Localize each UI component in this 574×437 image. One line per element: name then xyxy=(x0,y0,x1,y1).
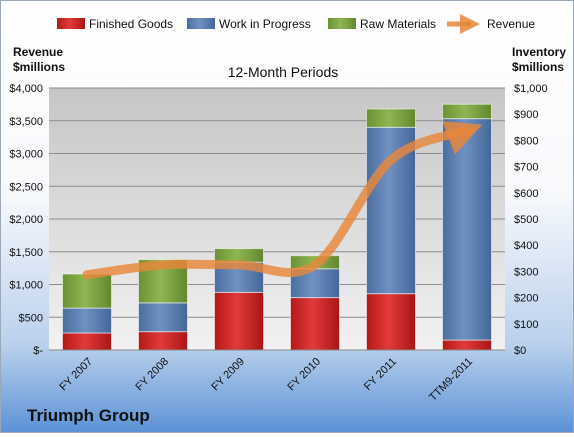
right-tick-label: $800 xyxy=(514,135,538,147)
bar-finished-goods xyxy=(139,332,188,350)
right-tick-label: $0 xyxy=(514,345,526,357)
bar-finished-goods xyxy=(291,298,340,350)
right-tick-label: $500 xyxy=(514,214,538,226)
chart-title: 12-Month Periods xyxy=(228,64,339,80)
company-name: Triumph Group xyxy=(27,406,150,426)
left-tick-label: $2,000 xyxy=(9,214,43,226)
left-axis-title-line2: $millions xyxy=(13,60,65,74)
legend: Finished Goods Work in Progress Raw Mate… xyxy=(57,17,535,31)
legend-label-raw-materials: Raw Materials xyxy=(360,17,436,31)
bar-finished-goods xyxy=(63,333,112,350)
bar-work-in-progress xyxy=(139,303,188,332)
left-axis-title-line1: Revenue xyxy=(13,45,63,59)
x-tick-label: FY 2010 xyxy=(285,356,323,394)
bar-raw-materials xyxy=(367,109,416,127)
right-tick-label: $400 xyxy=(514,240,538,252)
legend-item-finished-goods: Finished Goods xyxy=(57,17,173,31)
right-axis-title-line2: $millions xyxy=(512,60,564,74)
legend-label-finished-goods: Finished Goods xyxy=(89,17,173,31)
legend-item-work-in-progress: Work in Progress xyxy=(187,17,311,31)
right-axis-title-line1: Inventory xyxy=(512,45,566,59)
left-tick-label: $3,500 xyxy=(9,116,43,128)
right-tick-label: $900 xyxy=(514,109,538,121)
legend-swatch-raw-materials xyxy=(328,18,356,29)
bar-finished-goods xyxy=(367,294,416,350)
right-axis-ticks: $0 $100 $200 $300 $400 $500 $600 $700 $800 $900 $1… xyxy=(514,83,548,357)
x-tick-label: FY 2008 xyxy=(133,356,171,394)
legend-label-work-in-progress: Work in Progress xyxy=(219,17,311,31)
legend-swatch-finished-goods xyxy=(57,18,85,29)
bar-finished-goods xyxy=(443,340,492,350)
legend-label-revenue: Revenue xyxy=(487,17,535,31)
left-tick-label: $- xyxy=(33,345,43,357)
left-tick-label: $1,000 xyxy=(9,280,43,292)
left-tick-label: $2,500 xyxy=(9,181,43,193)
legend-item-raw-materials: Raw Materials xyxy=(328,17,436,31)
right-tick-label: $700 xyxy=(514,162,538,174)
right-tick-label: $600 xyxy=(514,188,538,200)
left-tick-label: $3,000 xyxy=(9,149,43,161)
x-tick-label: FY 2011 xyxy=(362,356,399,393)
right-tick-label: $100 xyxy=(514,319,538,331)
right-tick-label: $200 xyxy=(514,293,538,305)
legend-item-revenue: Revenue xyxy=(447,17,535,31)
x-axis-ticks: FY 2007 FY 2008 FY 2009 FY 2010 FY 2011 TTM9-… xyxy=(57,356,475,404)
bar-raw-materials xyxy=(443,104,492,118)
bar-work-in-progress xyxy=(63,308,112,333)
right-tick-label: $300 xyxy=(514,266,538,278)
left-tick-label: $4,000 xyxy=(9,83,43,95)
x-tick-label: FY 2007 xyxy=(57,356,95,394)
x-tick-label: FY 2009 xyxy=(209,356,247,394)
right-tick-label: $1,000 xyxy=(514,83,548,95)
bar-finished-goods xyxy=(215,292,264,350)
bar-work-in-progress xyxy=(443,119,492,340)
left-axis-ticks: $- $500 $1,000 $1,500 $2,000 $2,500 $3,000 $3,5… xyxy=(9,83,43,357)
x-tick-label: TTM9-2011 xyxy=(427,356,475,404)
left-tick-label: $1,500 xyxy=(9,247,43,259)
legend-swatch-work-in-progress xyxy=(187,18,215,29)
left-tick-label: $500 xyxy=(19,312,43,324)
